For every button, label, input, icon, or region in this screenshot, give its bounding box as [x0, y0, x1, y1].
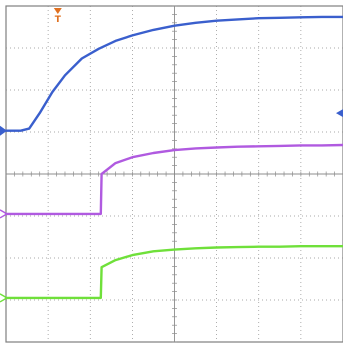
channel-3-level-marker[interactable] [0, 293, 9, 303]
channel-2-level-marker[interactable] [0, 209, 9, 219]
trace-1 [4, 15, 343, 132]
trace-2 [4, 143, 343, 216]
trigger-position-marker[interactable] [53, 8, 62, 14]
channel-1-level-marker[interactable] [0, 125, 7, 136]
trigger-marker-label: T [55, 15, 62, 25]
traces [4, 15, 343, 300]
channel-markers [0, 8, 343, 303]
graticule [5, 5, 343, 343]
trigger-level-marker[interactable] [336, 109, 343, 118]
trace-3 [4, 245, 343, 300]
